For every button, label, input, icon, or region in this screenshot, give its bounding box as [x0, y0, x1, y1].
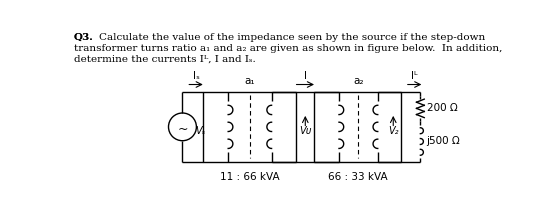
Text: 66 : 33 kVA: 66 : 33 kVA [328, 172, 388, 182]
Text: j500 Ω: j500 Ω [427, 136, 460, 147]
Text: a₁: a₁ [244, 76, 255, 86]
Text: ~: ~ [177, 123, 188, 136]
Text: V₂: V₂ [388, 126, 398, 136]
Text: Iₛ: Iₛ [192, 71, 199, 81]
Text: Q3.  Calculate the value of the impedance seen by the source if the step-down: Q3. Calculate the value of the impedance… [74, 33, 485, 42]
Bar [314, 92, 401, 161]
Text: Vₛ: Vₛ [195, 126, 205, 136]
Bar [203, 92, 296, 161]
Text: 11 : 66 kVA: 11 : 66 kVA [220, 172, 280, 182]
Text: transformer turns ratio a₁ and a₂ are given as shown in figure below.  In additi: transformer turns ratio a₁ and a₂ are gi… [74, 44, 502, 53]
Text: I: I [304, 71, 307, 81]
Text: a₂: a₂ [353, 76, 364, 86]
Text: 200 Ω: 200 Ω [427, 103, 457, 113]
Text: Vᴜ: Vᴜ [299, 126, 312, 136]
Text: Iᴸ: Iᴸ [411, 71, 418, 81]
Text: Q3.: Q3. [74, 33, 94, 42]
Text: determine the currents Iᴸ, I and Iₛ.: determine the currents Iᴸ, I and Iₛ. [74, 54, 256, 64]
